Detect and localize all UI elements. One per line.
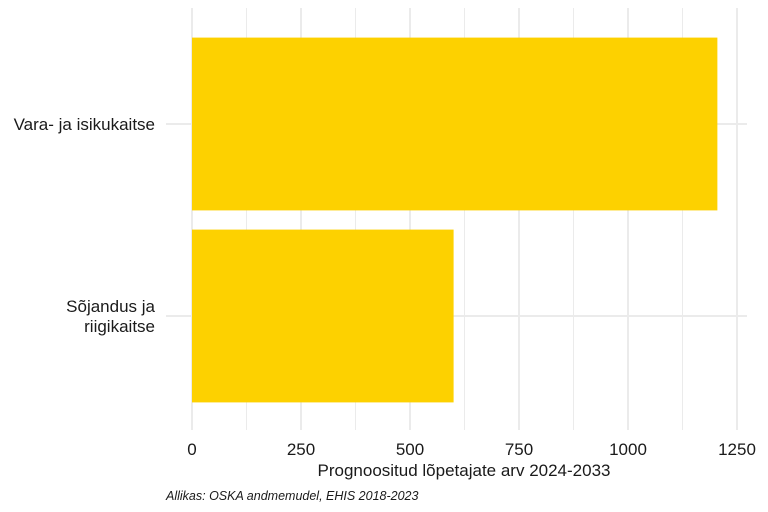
bar-1 [192,229,454,403]
x-axis-title: Prognoositud lõpetajate arv 2024-2033 [318,461,611,480]
source-caption: Allikas: OSKA andmemudel, EHIS 2018-2023 [165,489,418,503]
category-label: Vara- ja isikukaitse [14,115,155,134]
x-tick-label: 750 [505,440,533,459]
x-tick-label: 1000 [609,440,647,459]
x-tick-label: 250 [287,440,315,459]
category-label: Sõjandus ja riigikaitse [66,297,155,336]
bar-layer [192,37,718,403]
bar-0 [192,37,718,211]
x-tick-label: 500 [396,440,424,459]
x-tick-label: 1250 [718,440,756,459]
x-tick-label: 0 [187,440,196,459]
label-layer: 0 250 500 750 1000 1250 Vara- ja isikukaitse Sõ… [14,115,756,459]
